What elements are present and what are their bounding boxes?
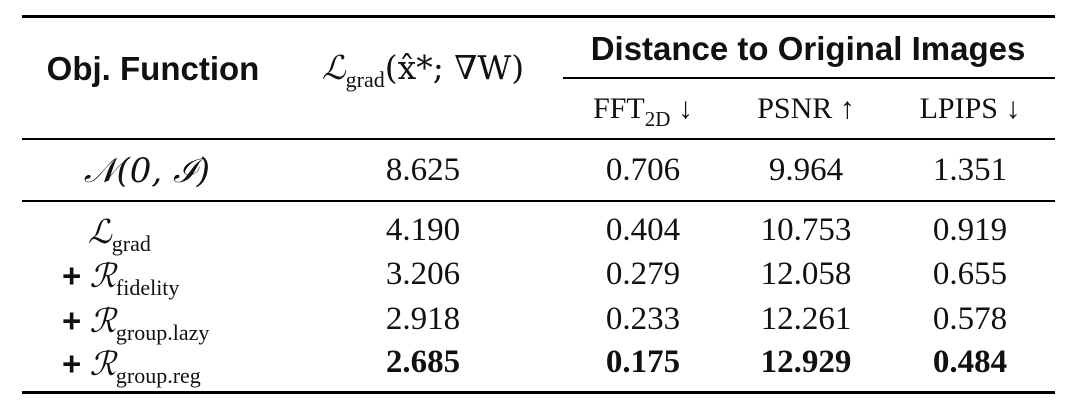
header-rule [22,138,1055,140]
regularizer-symbol: ℛ [89,344,116,383]
row-value-psnr: 12.058 [760,256,852,292]
bottom-rule [22,391,1055,394]
row-value-lpips: 0.919 [932,212,1008,248]
row-subscript: group.reg [115,363,201,388]
header-distance-group: Distance to Original Images [590,30,1026,67]
regularizer-symbol: ℛ [89,301,116,340]
baseline-label: 𝒩(0, ℐ) [84,151,210,191]
row-value-lpips: 0.484 [932,344,1008,380]
loss-args: (x̂*; ∇W) [384,48,525,87]
row-label: + ℛgroup.reg [62,344,201,388]
row-value-fft: 0.175 [605,344,681,380]
row-value-psnr: 12.929 [760,344,852,380]
metric-name: LPIPS [919,92,998,125]
row-value-loss: 2.918 [385,301,461,337]
header-obj-function: Obj. Function [46,50,260,87]
row-value-fft: 0.404 [605,212,681,248]
baseline-value-loss: 8.625 [385,152,461,188]
baseline-value-psnr: 9.964 [768,152,844,188]
row-value-fft: 0.233 [605,301,681,337]
down-arrow-icon: ↓ [677,92,693,125]
plus-sign: + [62,257,82,294]
row-subscript: group.lazy [115,320,210,345]
row-value-loss: 3.206 [385,256,461,292]
row-value-lpips: 0.655 [932,256,1008,292]
loss-symbol: ℒ [88,212,112,251]
regularizer-symbol: ℛ [89,256,116,295]
baseline-rule [22,200,1055,202]
loss-symbol: ℒ [321,48,346,87]
header-metric-lpips: LPIPS ↓ [920,92,1021,126]
metric-name: FFT [593,92,645,125]
row-value-loss: 4.190 [385,212,461,248]
baseline-value-lpips: 1.351 [932,152,1008,188]
row-value-fft: 0.279 [605,256,681,292]
top-rule [22,15,1055,18]
row-value-lpips: 0.578 [932,301,1008,337]
header-metric-fft: FFT2D ↓ [593,92,693,131]
row-value-loss: 2.685 [385,344,461,380]
row-value-psnr: 12.261 [760,301,852,337]
header-metric-psnr: PSNR ↑ [757,92,855,126]
row-label: + ℛfidelity [62,256,179,300]
header-loss-grad: ℒgrad(x̂*; ∇W) [321,48,525,92]
plus-sign: + [62,345,82,382]
gaussian-noise-label: 𝒩(0, ℐ) [83,151,211,191]
plus-sign: + [62,302,82,339]
row-subscript: grad [111,231,151,256]
row-subscript: fidelity [115,275,180,300]
metric-name: PSNR [757,92,833,125]
group-rule [563,77,1055,79]
down-arrow-icon: ↓ [1005,92,1021,125]
row-label: + ℛgroup.lazy [62,301,209,345]
up-arrow-icon: ↑ [839,92,855,125]
loss-subscript: grad [345,67,385,92]
baseline-value-fft: 0.706 [605,152,681,188]
row-label: ℒgrad [88,212,151,256]
row-value-psnr: 10.753 [760,212,852,248]
metric-subscript: 2D [644,107,671,131]
